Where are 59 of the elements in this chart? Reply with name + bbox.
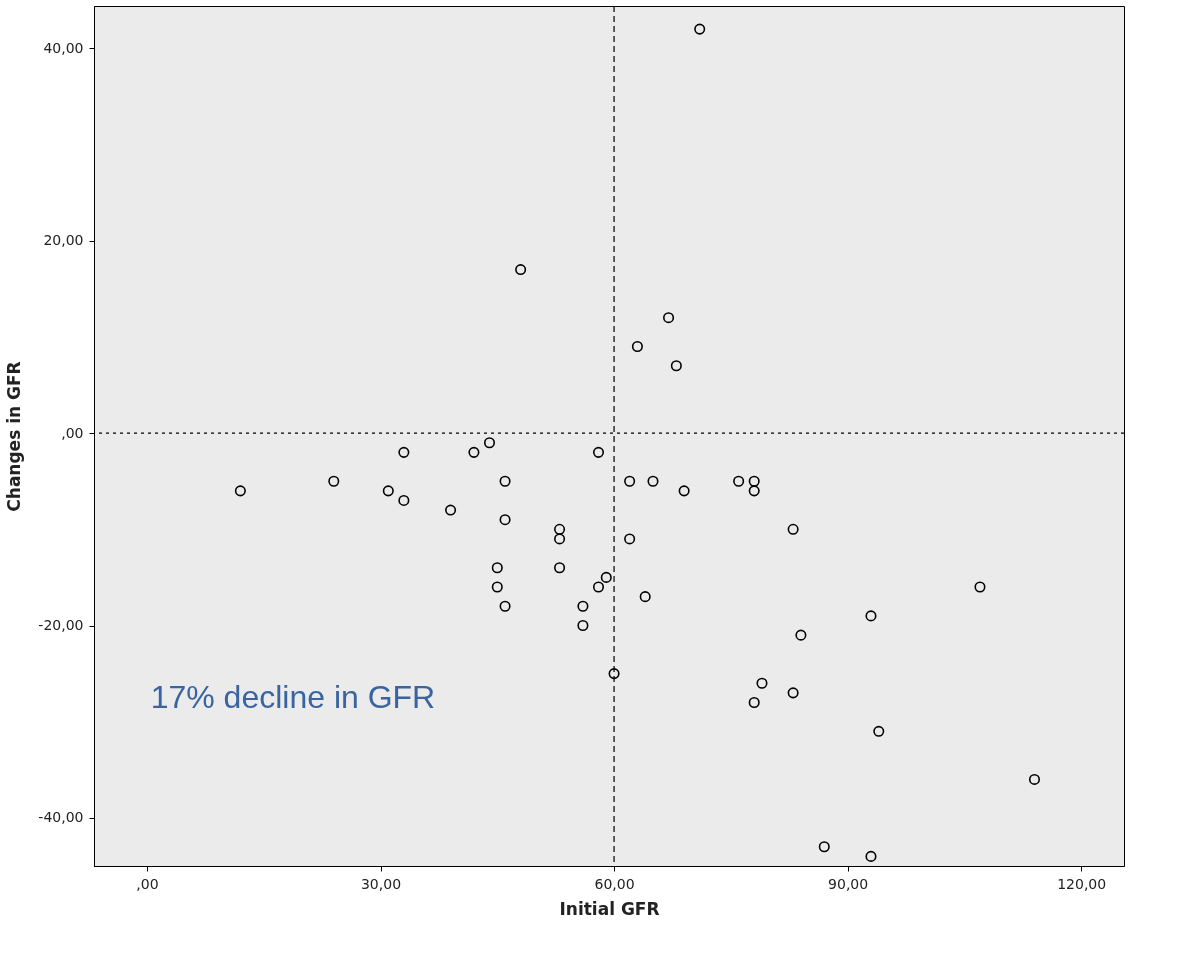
point	[639, 591, 651, 603]
point	[577, 619, 589, 632]
point	[663, 312, 675, 324]
point	[515, 264, 527, 276]
y-axis-title: Changes in GFR	[4, 361, 25, 512]
point	[694, 23, 706, 35]
x-tick-label: 90,00	[828, 875, 869, 892]
point	[600, 571, 612, 583]
point	[647, 475, 659, 487]
point	[554, 562, 566, 574]
point	[624, 475, 636, 487]
y-tick-label: 40,00	[43, 39, 84, 56]
point	[1028, 773, 1041, 785]
point	[483, 437, 496, 449]
point	[974, 581, 986, 593]
point	[873, 725, 885, 737]
annotation: 17% decline in GFR	[150, 679, 436, 716]
point	[787, 523, 799, 535]
point	[608, 668, 620, 680]
point	[592, 581, 605, 593]
point	[756, 677, 768, 689]
point	[554, 523, 566, 535]
point	[678, 485, 690, 497]
point	[748, 475, 760, 487]
point	[748, 485, 760, 497]
y-tick-label: 20,00	[43, 232, 84, 249]
point	[491, 581, 503, 593]
x-tick-label: 30,00	[360, 875, 402, 892]
y-tick-label: -40,00	[38, 809, 84, 826]
point	[748, 696, 760, 708]
point	[670, 360, 682, 372]
point	[499, 475, 511, 487]
point	[733, 475, 745, 487]
point	[499, 600, 511, 612]
point	[795, 629, 807, 641]
point	[328, 475, 340, 487]
point	[499, 514, 511, 526]
x-tick-label: ,00	[136, 875, 159, 892]
x-tick-label: 120,00	[1057, 875, 1107, 892]
x-tick-label: 60,00	[594, 875, 635, 892]
x-axis-title: Initial GFR	[559, 898, 660, 919]
point	[592, 446, 605, 458]
point	[787, 687, 799, 699]
point	[577, 600, 589, 612]
point	[491, 562, 503, 574]
point	[445, 504, 457, 516]
y-tick-label: -20,00	[38, 617, 84, 634]
point	[468, 446, 480, 458]
point	[624, 533, 636, 545]
point	[865, 850, 877, 862]
point	[234, 485, 246, 497]
point	[818, 841, 830, 853]
point	[398, 446, 410, 458]
y-tick-label: ,00	[61, 424, 84, 441]
point	[382, 485, 394, 497]
point	[865, 610, 877, 622]
point	[398, 494, 410, 506]
point	[554, 533, 566, 545]
point	[631, 341, 643, 353]
